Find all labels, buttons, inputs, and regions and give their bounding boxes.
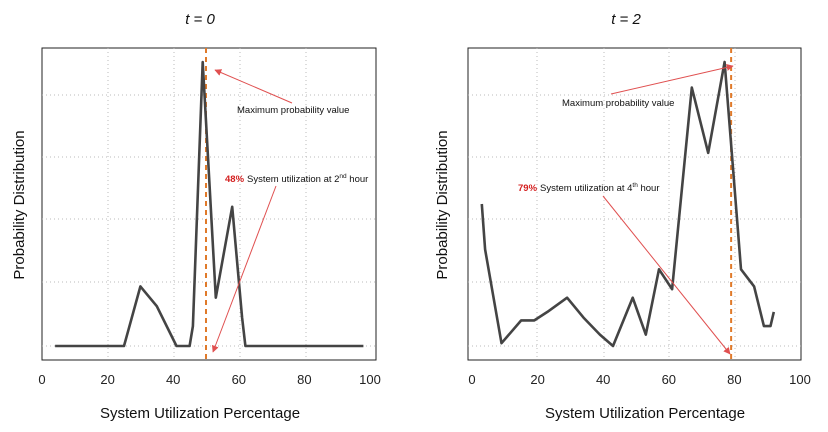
x-tick-label: 20 (530, 372, 544, 387)
series-line (55, 60, 364, 348)
plot-frame (41, 47, 377, 361)
util-text: System utilization at 2 (247, 174, 339, 185)
util-percent: 79% (518, 183, 538, 194)
grid (468, 48, 801, 360)
util-percent: 48% (225, 174, 245, 185)
panel-title: t = 0 (185, 11, 215, 28)
max-annotation: Maximum probability value (562, 98, 674, 109)
x-tick-label: 20 (100, 372, 114, 387)
util-arrow (602, 195, 731, 355)
panel-t0: t = 0 0 20 40 60 80 100 System Utilization Pe… (11, 11, 381, 422)
x-tick-label: 80 (297, 372, 311, 387)
x-tick-label: 40 (166, 372, 180, 387)
util-text: System utilization at 4 (540, 183, 632, 194)
grid (42, 48, 376, 360)
series-line (480, 60, 776, 348)
max-arrow (610, 63, 734, 95)
util-annotation: 48% System utilization at 2nd hour (225, 173, 368, 185)
panel-title: t = 2 (611, 11, 641, 28)
x-axis-label: System Utilization Percentage (100, 405, 300, 422)
x-tick-label: 60 (662, 372, 676, 387)
x-tick-label: 40 (596, 372, 610, 387)
x-tick-label: 100 (789, 372, 811, 387)
x-tick-labels: 0 20 40 60 80 100 (38, 372, 380, 387)
util-arrow (211, 185, 277, 353)
plot-frame (467, 47, 802, 361)
panel-t2: t = 2 0 20 40 60 80 100 System Utilization Pe… (434, 11, 811, 422)
util-superscript: nd (339, 173, 347, 180)
util-text-end: hour (347, 174, 369, 185)
max-annotation: Maximum probability value (237, 105, 349, 116)
x-axis-label: System Utilization Percentage (545, 405, 745, 422)
x-tick-label: 100 (359, 372, 381, 387)
x-tick-label: 60 (232, 372, 246, 387)
util-text-end: hour (638, 183, 660, 194)
y-axis-label: Probability Distribution (434, 130, 451, 279)
x-tick-label: 0 (38, 372, 45, 387)
util-superscript: th (632, 182, 638, 189)
y-axis-label: Probability Distribution (11, 130, 28, 279)
x-tick-label: 0 (468, 372, 475, 387)
x-tick-label: 80 (727, 372, 741, 387)
x-tick-labels: 0 20 40 60 80 100 (468, 372, 810, 387)
max-arrow (214, 69, 293, 104)
util-annotation: 79% System utilization at 4th hour (518, 182, 660, 194)
